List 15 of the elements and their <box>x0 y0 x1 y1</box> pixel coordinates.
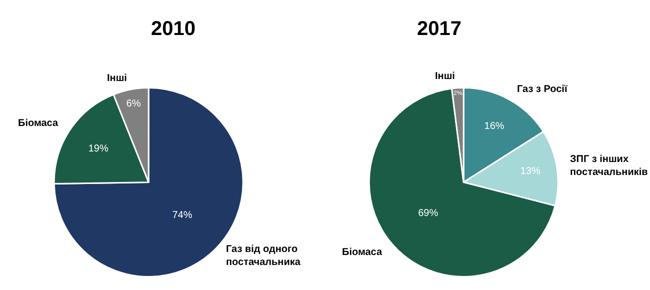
slice-label: Біомаса <box>342 247 382 258</box>
slice-label: ЗПГ з інших постачальників <box>570 154 648 178</box>
data-label: 74% <box>172 210 192 221</box>
data-label: 13% <box>520 166 540 178</box>
slice-label: Газ з Росії <box>517 84 568 95</box>
data-label: 6% <box>126 98 141 110</box>
data-label: 19% <box>88 143 108 154</box>
slice-label: Інші <box>435 71 456 82</box>
slice-label: Інші <box>107 73 128 84</box>
chart-title: 2017 <box>417 18 462 40</box>
data-label: 69% <box>418 208 438 219</box>
slice-label: Газ від одного постачальника <box>226 244 301 268</box>
chart-title: 2010 <box>151 18 196 40</box>
slice-label: Біомаса <box>18 118 58 129</box>
data-label: 16% <box>484 120 504 132</box>
